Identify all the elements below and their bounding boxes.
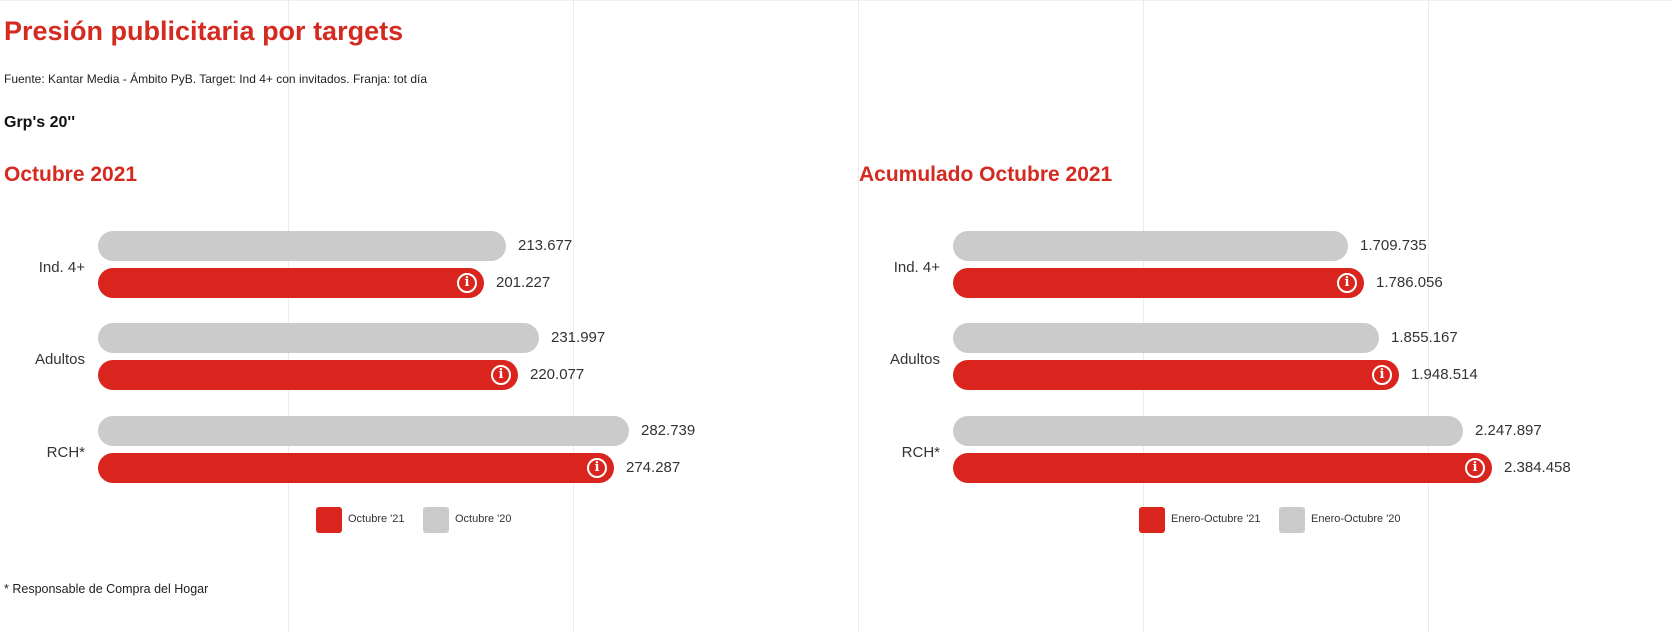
footnote: * Responsable de Compra del Hogar: [4, 582, 209, 596]
bar-previous[interactable]: [98, 231, 506, 261]
bar-previous[interactable]: [953, 323, 1379, 353]
category-label: Adultos: [889, 351, 940, 368]
bar-current[interactable]: i: [98, 453, 614, 483]
legend-swatch: [423, 507, 449, 533]
info-icon[interactable]: i: [457, 273, 477, 293]
gridline: [288, 0, 289, 632]
data-label: 1.786.056: [1376, 274, 1443, 291]
top-divider: [0, 0, 1672, 1]
legend-label: Enero-Octubre '21: [1171, 513, 1261, 525]
gridline: [573, 0, 574, 632]
info-icon[interactable]: i: [1465, 458, 1485, 478]
data-label: 213.677: [518, 237, 573, 254]
gridline: [1428, 0, 1429, 632]
category-label: Adultos: [34, 351, 85, 368]
category-label: Ind. 4+: [893, 259, 940, 276]
info-icon[interactable]: i: [587, 458, 607, 478]
page-title: Presión publicitaria por targets: [4, 16, 404, 46]
legend-swatch: [316, 507, 342, 533]
data-label: 220.077: [530, 366, 585, 383]
data-label: 2.384.458: [1504, 459, 1571, 476]
gridline: [1143, 0, 1144, 632]
bar-previous[interactable]: [953, 416, 1463, 446]
bar-current[interactable]: i: [98, 268, 484, 298]
bar-current[interactable]: i: [98, 360, 518, 390]
data-label: 1.948.514: [1411, 366, 1478, 383]
bar-current[interactable]: i: [953, 453, 1492, 483]
category-label: Ind. 4+: [38, 259, 85, 276]
bar-previous[interactable]: [953, 231, 1348, 261]
legend-label: Octubre '20: [455, 513, 512, 525]
gridline: [858, 0, 859, 632]
category-label: RCH*: [46, 444, 85, 461]
bar-current[interactable]: i: [953, 268, 1364, 298]
legend-label: Octubre '21: [348, 513, 405, 525]
data-label: 274.287: [626, 459, 681, 476]
chart-title: Octubre 2021: [4, 163, 138, 186]
data-label: 282.739: [641, 422, 696, 439]
data-label: 1.855.167: [1391, 329, 1458, 346]
bar-previous[interactable]: [98, 416, 629, 446]
data-label: 201.227: [496, 274, 551, 291]
data-label: 2.247.897: [1475, 422, 1542, 439]
data-label: 231.997: [551, 329, 606, 346]
bar-previous[interactable]: [98, 323, 539, 353]
legend-label: Enero-Octubre '20: [1311, 513, 1401, 525]
bar-current[interactable]: i: [953, 360, 1399, 390]
info-icon[interactable]: i: [491, 365, 511, 385]
legend-swatch: [1279, 507, 1305, 533]
source-note: Fuente: Kantar Media - Ámbito PyB. Targe…: [4, 72, 428, 86]
info-icon[interactable]: i: [1372, 365, 1392, 385]
info-icon[interactable]: i: [1337, 273, 1357, 293]
legend-swatch: [1139, 507, 1165, 533]
data-label: 1.709.735: [1360, 237, 1427, 254]
metric-label: Grp's 20'': [4, 114, 75, 131]
chart-title: Acumulado Octubre 2021: [859, 163, 1113, 186]
category-label: RCH*: [901, 444, 940, 461]
